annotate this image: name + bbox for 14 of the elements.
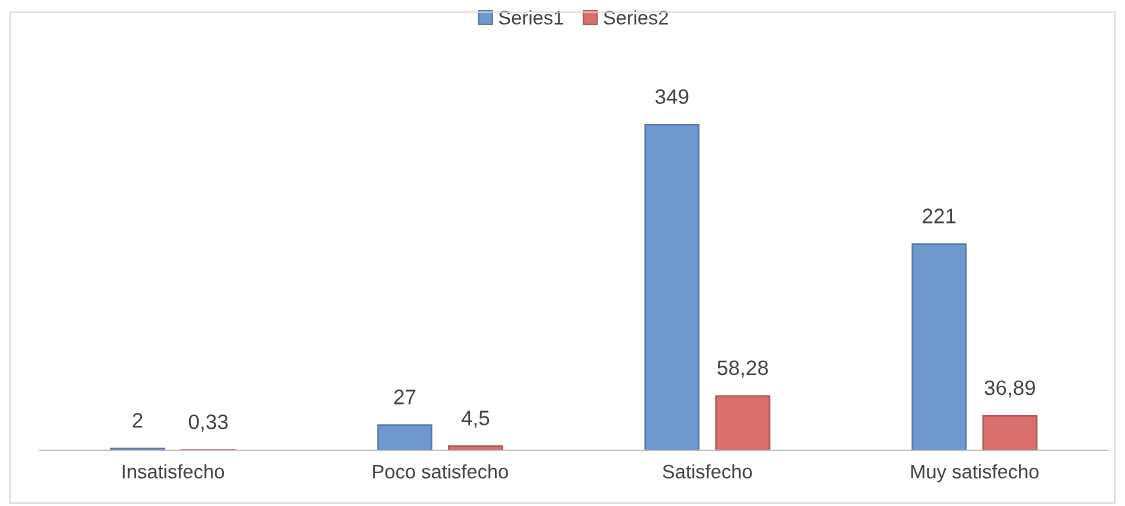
x-tick-label: Poco satisfecho	[373, 464, 508, 479]
data-label: 0,33	[188, 414, 228, 432]
data-label: 36,89	[984, 380, 1036, 398]
x-tick-label: Muy satisfecho	[911, 464, 1039, 483]
legend-label: Series2	[603, 10, 668, 25]
x-tick-label: Satisfecho	[662, 464, 752, 479]
data-label: 349	[655, 89, 689, 104]
legend-label: Series1	[498, 10, 564, 25]
data-label: 27	[394, 389, 416, 405]
data-label: 58,28	[717, 360, 768, 378]
data-label: 2	[132, 412, 143, 428]
x-tick-label: Insatisfecho	[122, 464, 225, 479]
data-label: 221	[922, 208, 956, 224]
data-label: 4,5	[461, 410, 490, 428]
